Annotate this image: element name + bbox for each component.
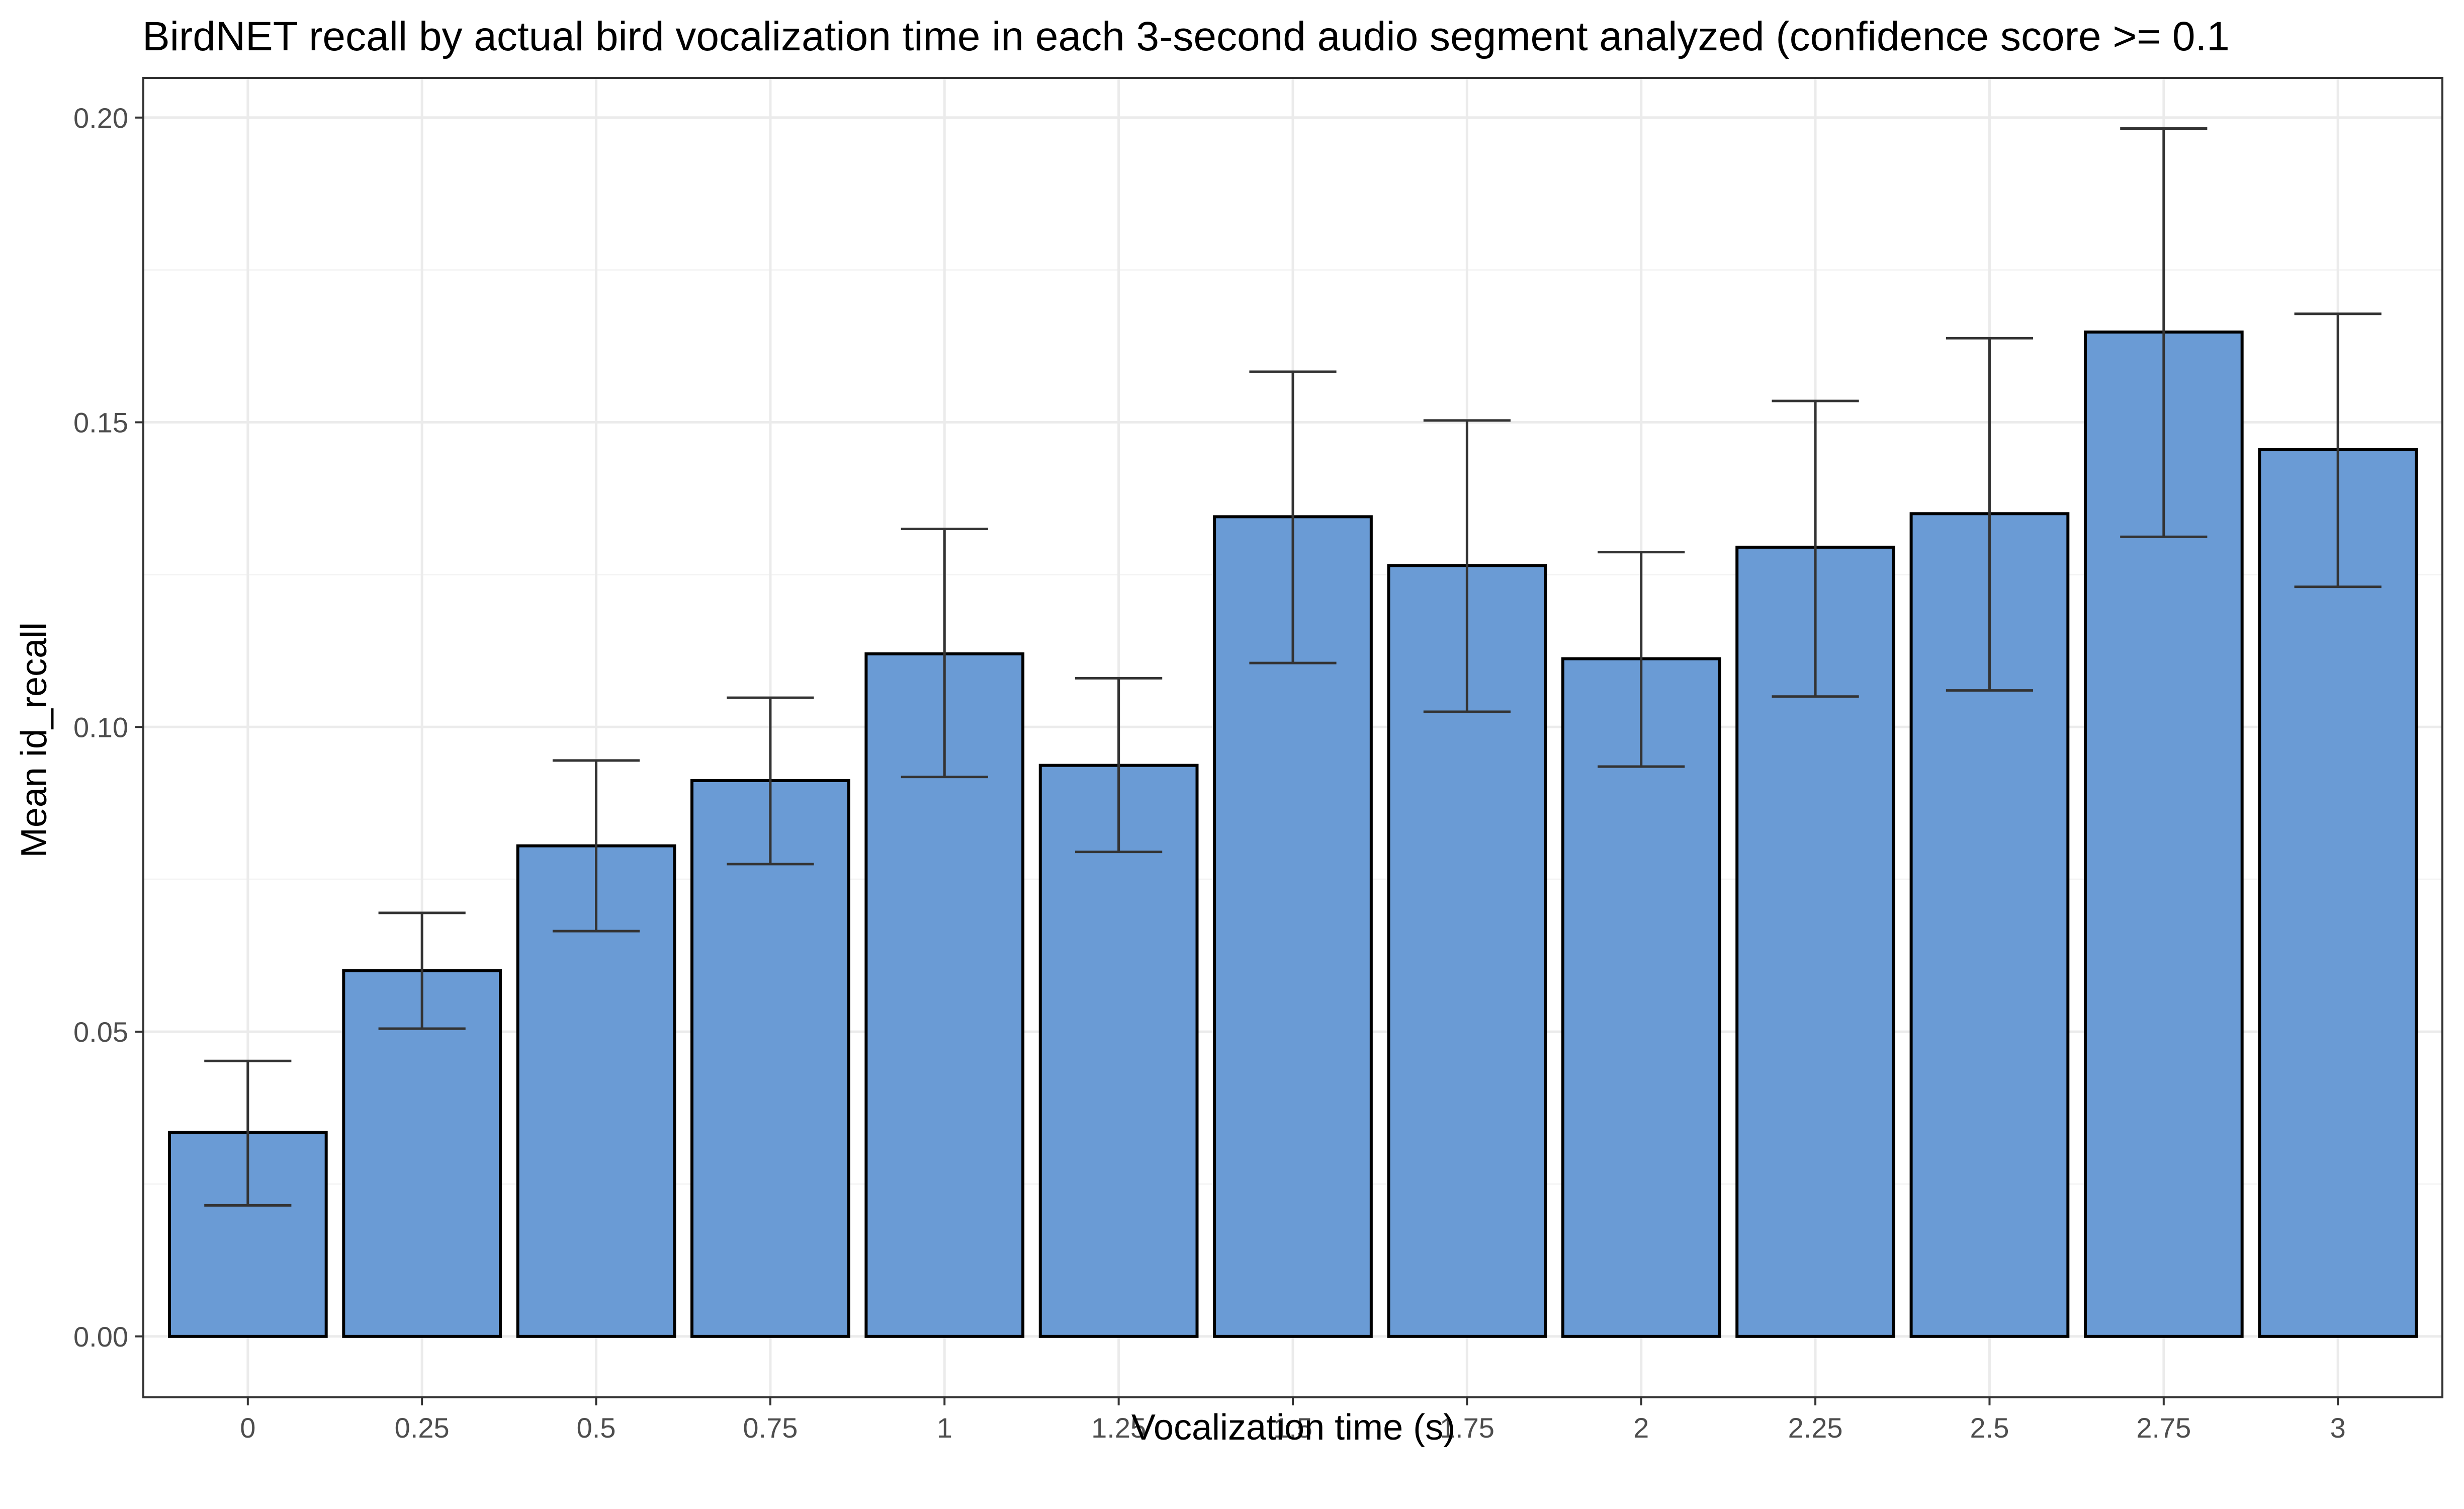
x-tick-label: 2.25 <box>1788 1412 1843 1444</box>
x-tick-label: 3 <box>2330 1412 2346 1444</box>
y-axis-title: Mean id_recall <box>14 622 54 858</box>
bar <box>342 969 502 1338</box>
x-tick-label: 0.75 <box>743 1412 798 1444</box>
x-tick-label: 1 <box>937 1412 952 1444</box>
bar <box>2258 448 2418 1338</box>
x-tick-label: 2.5 <box>1970 1412 2009 1444</box>
y-tick-label: 0.15 <box>73 407 128 439</box>
x-tick-label: 1.75 <box>1440 1412 1494 1444</box>
x-tick-label: 0.5 <box>577 1412 616 1444</box>
x-tick-label: 2 <box>1633 1412 1649 1444</box>
chart-title: BirdNET recall by actual bird vocalizati… <box>142 14 2230 59</box>
x-tick-label: 2.75 <box>2136 1412 2191 1444</box>
y-tick-label: 0.05 <box>73 1016 128 1048</box>
x-tick-label: 0.25 <box>395 1412 450 1444</box>
y-tick-label: 0.00 <box>73 1321 128 1353</box>
y-tick-label: 0.20 <box>73 102 128 134</box>
y-tick-label: 0.10 <box>73 711 128 743</box>
bar <box>1561 657 1721 1338</box>
x-tick-label: 1.25 <box>1091 1412 1146 1444</box>
x-axis-title: Vocalization time (s) <box>1131 1407 1455 1448</box>
x-tick-label: 1.5 <box>1273 1412 1312 1444</box>
bar <box>690 779 850 1338</box>
plot-area: 0.00 0.05 0.10 0.15 0.20 0 0.25 0.5 0.75 1 1.25 1.5… <box>73 77 2443 1444</box>
x-tick-label: 0 <box>240 1412 255 1444</box>
